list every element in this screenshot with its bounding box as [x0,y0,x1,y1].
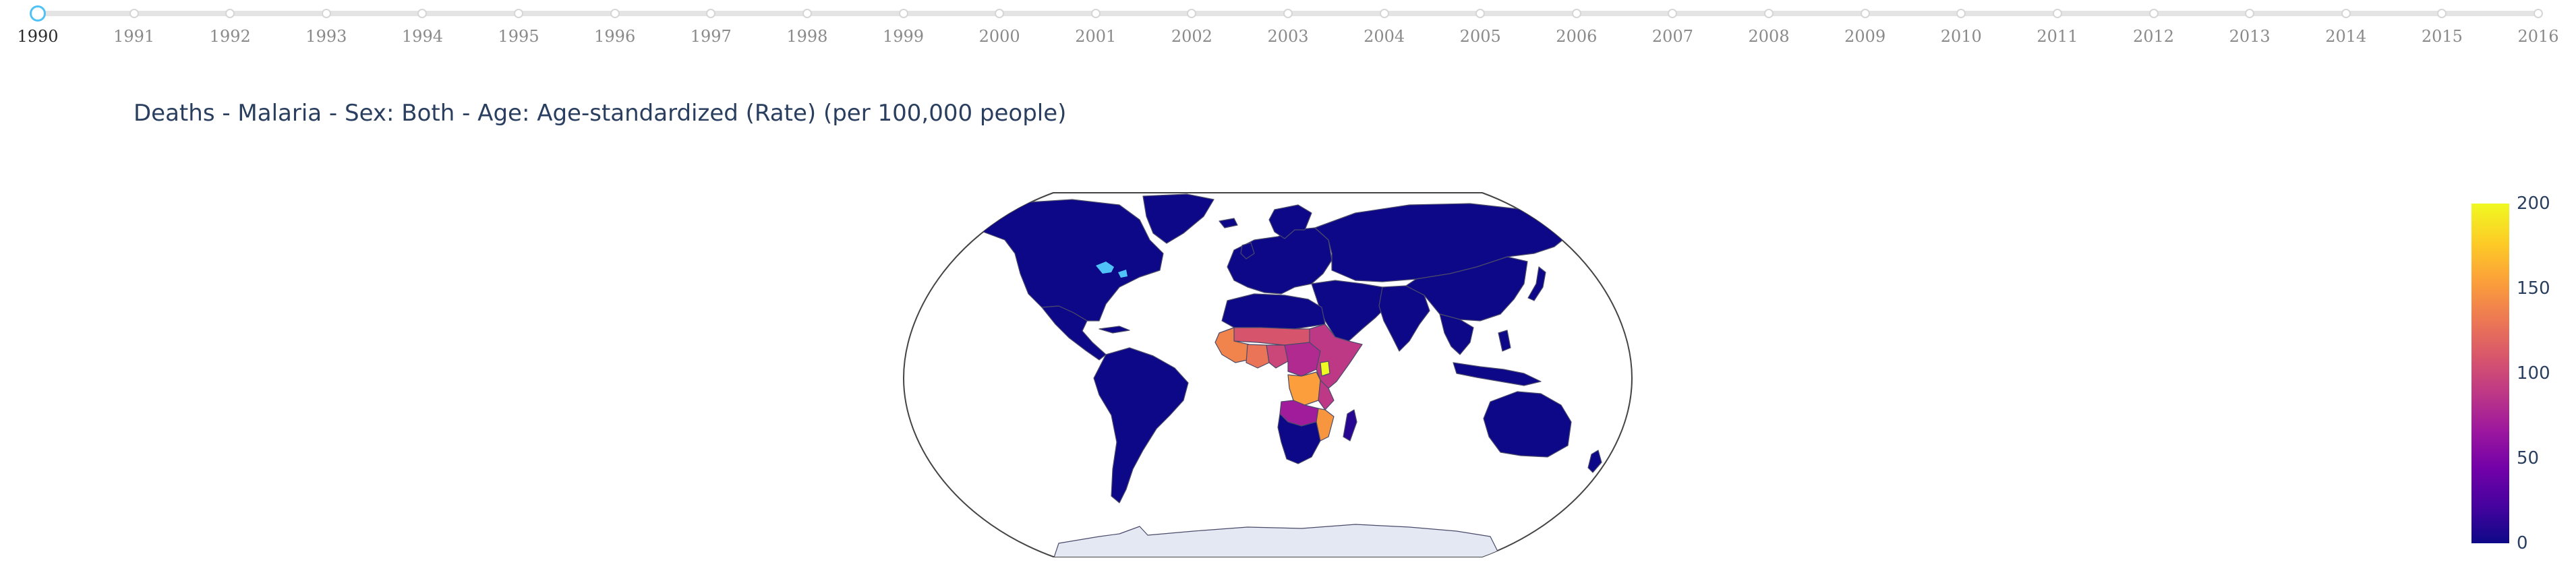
slider-label-1994[interactable]: 1994 [401,27,443,46]
region-nigeria[interactable] [1266,344,1289,369]
slider-step-1995[interactable] [514,9,524,18]
region-madagascar[interactable] [1343,409,1357,441]
region-scandinavia[interactable] [1268,204,1312,239]
region-alaska[interactable] [933,216,978,244]
region-new-zealand[interactable] [1587,450,1602,473]
slider-label-2003[interactable]: 2003 [1267,27,1309,46]
slider-label-1990[interactable]: 1990 [17,27,59,46]
slider-label-2005[interactable]: 2005 [1459,27,1501,46]
region-caribbean[interactable] [1099,326,1130,334]
region-central-america[interactable] [1041,305,1107,361]
great-lakes [1096,262,1128,278]
slider-step-2015[interactable] [2437,9,2447,18]
slider-label-1991[interactable]: 1991 [113,27,155,46]
slider-step-2001[interactable] [1090,9,1101,18]
region-china[interactable] [1405,256,1528,322]
slider-step-2006[interactable] [1571,9,1581,18]
colorbar-tick-200: 200 [2517,193,2550,214]
colorbar-tick-150: 150 [2517,278,2550,299]
slider-step-2007[interactable] [1668,9,1678,18]
region-uganda[interactable] [1320,361,1330,377]
region-uk[interactable] [1240,242,1255,259]
slider-label-2002[interactable]: 2002 [1171,27,1212,46]
slider-step-2011[interactable] [2052,9,2062,18]
region-guinea-coast[interactable] [1246,344,1270,369]
slider-step-2000[interactable] [995,9,1005,18]
slider-step-2004[interactable] [1379,9,1389,18]
slider-label-2010[interactable]: 2010 [1940,27,1982,46]
slider-label-2015[interactable]: 2015 [2421,27,2463,46]
slider-label-2013[interactable]: 2013 [2229,27,2271,46]
region-tanzania[interactable] [1318,379,1335,410]
region-australia[interactable] [1483,391,1572,458]
world-map[interactable] [897,186,1639,563]
slider-step-2010[interactable] [1956,9,1966,18]
slider-label-1997[interactable]: 1997 [690,27,732,46]
slider-label-2012[interactable]: 2012 [2132,27,2175,46]
slider-step-2012[interactable] [2148,9,2159,18]
slider-step-2014[interactable] [2341,9,2351,18]
colorbar-tick-0: 0 [2517,533,2528,553]
region-greenland[interactable] [1142,193,1214,244]
slider-step-1999[interactable] [898,9,908,18]
slider-step-1992[interactable] [225,9,235,18]
slider-step-1997[interactable] [706,9,716,18]
slider-label-1999[interactable]: 1999 [882,27,925,46]
slider-label-1998[interactable]: 1998 [786,27,828,46]
slider-label-2004[interactable]: 2004 [1364,27,1405,46]
slider-label-2008[interactable]: 2008 [1748,27,1790,46]
slider-step-2002[interactable] [1187,9,1197,18]
slider-step-2016[interactable] [2534,9,2543,18]
slider-label-2006[interactable]: 2006 [1556,27,1598,46]
slider-step-1996[interactable] [610,9,620,18]
slider-label-1996[interactable]: 1996 [594,27,636,46]
region-southeast-asia[interactable] [1439,313,1474,355]
slider-label-2011[interactable]: 2011 [2037,27,2078,46]
slider-step-1998[interactable] [802,9,812,18]
year-slider[interactable]: 1990 1991 1992 1993 1994 1995 1996 1997 1998 1999… [0,0,2576,61]
colorbar-tick-50: 50 [2517,448,2540,468]
region-south-america[interactable] [1093,347,1189,503]
slider-handle[interactable] [30,5,46,22]
slider-label-1993[interactable]: 1993 [305,27,347,46]
slider-step-2009[interactable] [1860,9,1870,18]
slider-label-1992[interactable]: 1992 [209,27,251,46]
slider-label-2014[interactable]: 2014 [2325,27,2367,46]
slider-label-2001[interactable]: 2001 [1075,27,1117,46]
region-iceland[interactable] [1219,218,1238,228]
slider-label-2000[interactable]: 2000 [978,27,1020,46]
slider-label-2009[interactable]: 2009 [1844,27,1886,46]
slider-step-1993[interactable] [321,9,331,18]
slider-label-2016[interactable]: 2016 [2517,27,2559,46]
colorbar [2471,204,2509,543]
region-southern-africa[interactable] [1277,413,1321,464]
chart-title: Deaths - Malaria - Sex: Both - Age: Age-… [134,100,1067,127]
slider-step-2008[interactable] [1764,9,1774,18]
slider-step-2005[interactable] [1475,9,1486,18]
region-indonesia[interactable] [1453,330,1542,386]
region-north-america[interactable] [974,199,1164,322]
slider-label-2007[interactable]: 2007 [1651,27,1693,46]
slider-step-1991[interactable] [129,9,139,18]
region-japan[interactable] [1527,266,1546,301]
slider-step-2013[interactable] [2245,9,2255,18]
slider-step-1994[interactable] [417,9,428,18]
colorbar-tick-100: 100 [2517,363,2550,384]
slider-label-1995[interactable]: 1995 [498,27,539,46]
slider-step-2003[interactable] [1283,9,1293,18]
